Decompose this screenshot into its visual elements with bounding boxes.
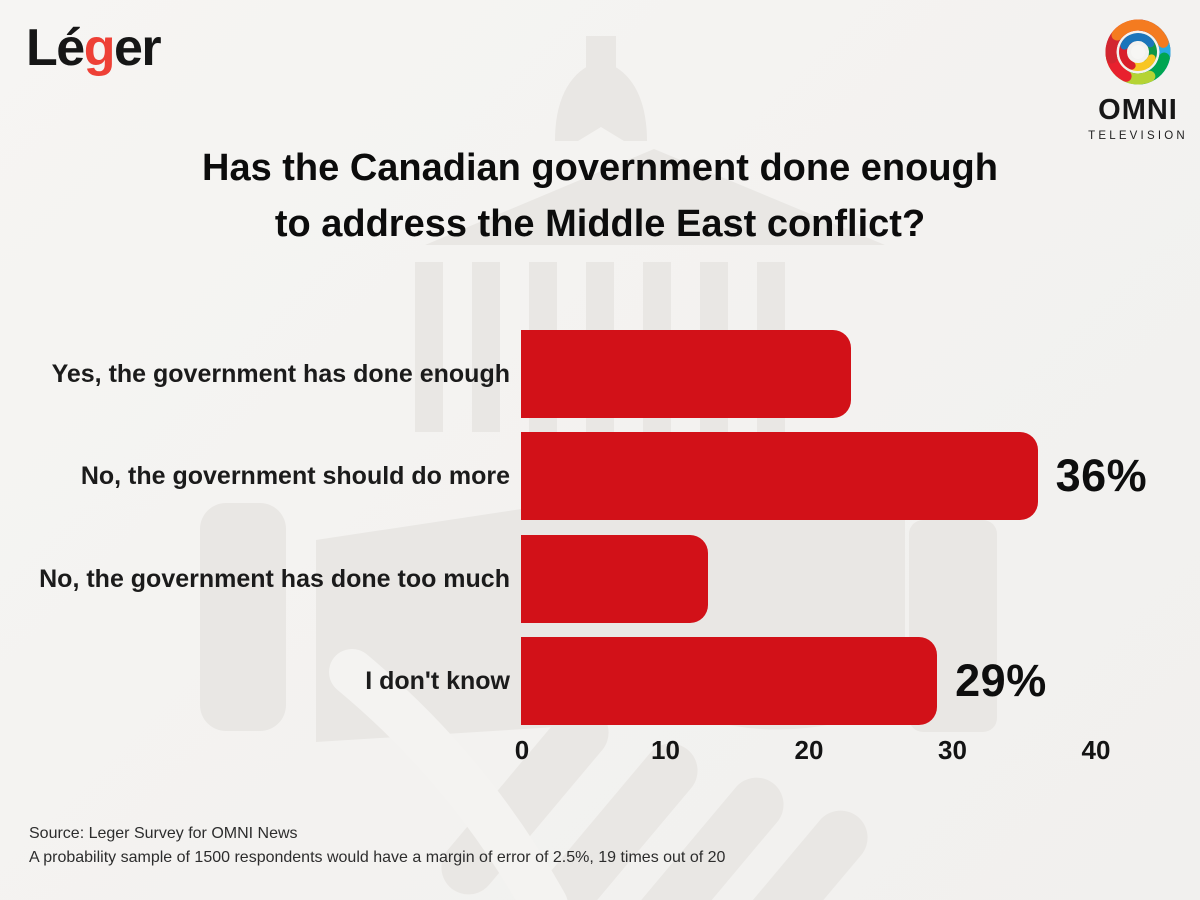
x-tick-10: 10 [651, 735, 680, 765]
leger-logo: Léger [26, 19, 162, 77]
watermark-pediment [425, 149, 885, 245]
methodology-line: A probability sample of 1500 respondents… [29, 849, 726, 866]
chart-title: Has the Canadian government done enough … [0, 140, 1200, 252]
source-line: Source: Leger Survey for OMNI News [29, 825, 298, 842]
category-label: I don't know [365, 666, 510, 695]
watermark-dome [555, 61, 647, 141]
category-label: No, the government has done too much [39, 564, 510, 593]
bar-row-should-do-more: No, the government should do more 36% [0, 432, 1147, 520]
x-axis: 0 10 20 30 40 [515, 735, 1122, 769]
bar-row-done-too-much: No, the government has done too much [0, 535, 726, 623]
omni-television-label: TELEVISION [1088, 130, 1188, 142]
category-label: No, the government should do more [80, 461, 510, 490]
omni-television-logo: OMNI TELEVISION [1082, 12, 1194, 142]
value-label: 29% [955, 655, 1047, 706]
x-tick-0: 0 [514, 735, 530, 765]
x-tick-30: 30 [938, 735, 967, 765]
bar-row-yes-done-enough: Yes, the government has done enough [0, 330, 869, 418]
footer: Source: Leger Survey for OMNI News A pro… [29, 822, 725, 870]
omni-wordmark: OMNI [1098, 94, 1178, 126]
bar-dont-know [521, 637, 938, 725]
watermark-hand-gap [329, 649, 568, 900]
chart-title-line-2: to address the Middle East conflict? [274, 203, 926, 245]
value-label: 36% [1055, 450, 1148, 501]
x-tick-20: 20 [794, 735, 824, 765]
leger-logo-le: Lé [26, 19, 85, 77]
x-tick-40: 40 [1081, 735, 1111, 765]
bar-should-do-more [521, 432, 1038, 520]
leger-logo-g-red: g [83, 19, 116, 77]
bar-row-dont-know: I don't know 29% [0, 637, 1047, 725]
watermark-left-cuff [200, 503, 286, 731]
category-label: Yes, the government has done enough [51, 359, 510, 388]
bar-done-too-much [521, 535, 708, 623]
bar-yes-done-enough [521, 330, 852, 418]
chart-title-line-1: Has the Canadian government done enough [202, 147, 998, 189]
omni-swirl-icon [1105, 19, 1171, 85]
leger-logo-er: er [113, 19, 162, 77]
